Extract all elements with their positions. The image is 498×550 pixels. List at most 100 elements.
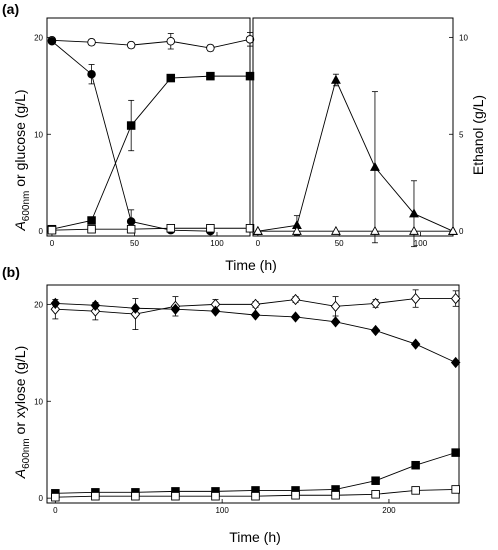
diamond-filled-point (290, 311, 301, 323)
square-filled-series (47, 71, 255, 234)
panel-a-ylabel: A600nm or glucose (g/L) (12, 89, 32, 231)
x-tick-label: 50 (130, 239, 139, 248)
y-tick-label: 10 (459, 33, 468, 42)
square-open-point (131, 491, 140, 501)
triangle-filled-point (370, 161, 380, 171)
triangle-open-point (330, 225, 341, 235)
square-filled-point (245, 71, 255, 81)
diamond-open-point (450, 292, 461, 305)
square-open-point (251, 491, 260, 501)
square-open-series (51, 485, 460, 502)
square-filled-point (451, 448, 460, 457)
square-filled-series (51, 448, 460, 498)
square-open-point (206, 223, 215, 233)
circle-open-point (87, 37, 96, 47)
square-filled-point (166, 73, 176, 83)
plot-frame (46, 284, 460, 504)
plot-frame (252, 17, 454, 237)
circle-filled-point (47, 37, 57, 46)
diamond-open-point (250, 298, 261, 311)
diamond-filled-point (130, 302, 141, 314)
square-open-point (171, 491, 180, 501)
y-tick-label: 20 (34, 33, 43, 42)
x-tick-label: 0 (50, 239, 55, 248)
square-open-series (47, 223, 255, 235)
diamond-filled-point (450, 356, 461, 369)
triangle-filled-series (252, 73, 458, 248)
panel-b-label: (b) (2, 264, 20, 280)
x-tick-label: 100 (210, 239, 224, 248)
square-filled-point (411, 460, 420, 470)
circle-open-series (47, 32, 255, 53)
panel-b-ylabel: A600nm or xylose (g/L) (12, 346, 32, 480)
plot-frame (46, 17, 251, 237)
diamond-filled-point (410, 338, 421, 350)
triangle-open-point (291, 225, 302, 235)
circle-open-point (206, 43, 215, 53)
diamond-open-point (410, 292, 421, 305)
square-open-point (331, 490, 340, 500)
panel-a-label: (a) (2, 1, 19, 17)
square-open-point (451, 485, 460, 494)
triangle-filled-point (409, 208, 419, 218)
circle-open-series-line (51, 38, 251, 49)
circle-filled-point (87, 69, 96, 79)
square-open-point (126, 224, 136, 234)
diamond-filled-point (170, 303, 181, 315)
panel-b-xlabel: Time (h) (229, 529, 281, 545)
x-tick-label: 0 (53, 506, 58, 515)
panel-b-plot: 0 100 200 0 10 20 (34, 284, 461, 515)
triangle-open-point (370, 225, 380, 235)
square-open-point (371, 490, 380, 499)
circle-filled-point (126, 217, 136, 226)
square-open-point (91, 491, 100, 501)
circle-open-point (126, 40, 136, 50)
x-tick-label: 0 (256, 239, 261, 248)
diamond-open-point (50, 303, 61, 315)
square-open-point (166, 223, 176, 233)
y-tick-label: 0 (459, 227, 464, 236)
square-open-point (211, 491, 220, 501)
square-open-point (87, 224, 96, 234)
x-tick-label: 50 (335, 239, 344, 248)
diamond-filled-point (330, 316, 341, 328)
square-open-point (51, 492, 60, 502)
diamond-filled-point (250, 309, 261, 321)
panel-a-right-plot: 0 50 100 0 5 10 (252, 17, 468, 248)
x-tick-label: 100 (215, 506, 229, 515)
square-filled-point (371, 476, 380, 485)
panel-a-ylabel-right: Ethanol (g/L) (470, 95, 486, 175)
y-tick-label: 0 (39, 494, 44, 503)
triangle-open-point (448, 225, 458, 235)
y-tick-label: 20 (34, 300, 43, 309)
panel-a-xlabel: Time (h) (225, 257, 277, 273)
diamond-filled-point (50, 297, 61, 310)
square-open-point (245, 223, 255, 233)
diamond-filled-series (50, 297, 461, 369)
y-tick-label: 0 (39, 227, 44, 236)
square-filled-point (126, 121, 136, 130)
square-open-point (47, 225, 57, 235)
diamond-filled-point (90, 299, 101, 311)
square-filled-series-line (51, 75, 250, 230)
triangle-filled-series-line (257, 78, 454, 232)
diamond-filled-point (210, 305, 221, 317)
y-tick-label: 10 (34, 397, 43, 406)
x-tick-label: 200 (382, 506, 396, 515)
triangle-open-point (409, 225, 419, 235)
circle-open-point (166, 37, 176, 46)
square-open-series-line (51, 227, 250, 231)
y-tick-label: 10 (34, 130, 43, 139)
triangle-open-series (252, 225, 458, 235)
diamond-open-point (370, 297, 381, 310)
diamond-open-point (290, 293, 301, 306)
square-filled-point (87, 216, 96, 225)
diamond-open-point (330, 300, 341, 312)
triangle-open-point (252, 225, 263, 235)
square-filled-point (206, 71, 215, 81)
square-open-point (291, 490, 300, 500)
y-tick-label: 5 (459, 130, 464, 139)
triangle-filled-point (330, 74, 341, 84)
diamond-filled-point (370, 324, 381, 337)
